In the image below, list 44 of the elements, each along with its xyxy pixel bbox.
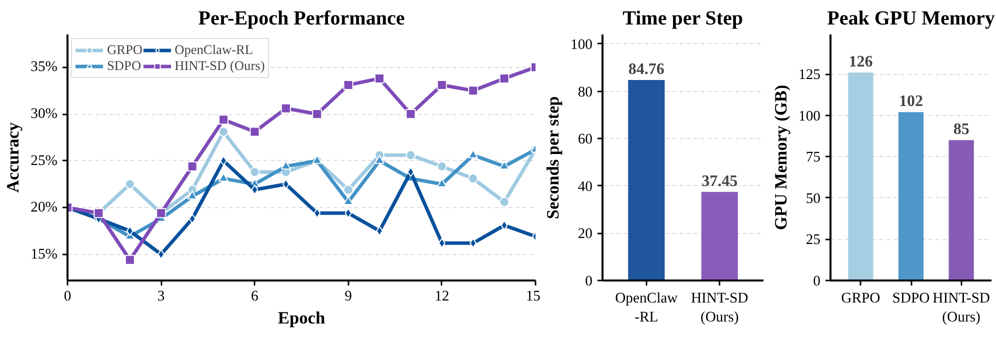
y-tick-label: 50	[806, 190, 820, 207]
data-label: 84.76	[628, 61, 664, 78]
y-tick-label: 25%	[30, 152, 58, 169]
y-axis-title: Accuracy	[4, 122, 23, 193]
y-tick-label: 15%	[30, 246, 58, 262]
legend-label: OpenClaw-RL	[174, 42, 254, 58]
y-tick-label: 75	[806, 150, 820, 166]
y-tick-label: 40	[578, 178, 592, 195]
x-axis-title: Epoch	[278, 308, 326, 328]
x-tick-label: HINT-SD (Ours)	[690, 290, 748, 326]
y-tick-label: 20%	[30, 200, 58, 216]
legend-label: HINT-SD (Ours)	[174, 58, 265, 74]
x-tick-label: GRPO	[841, 290, 880, 306]
chart-title: Time per Step	[622, 8, 744, 30]
data-label: 102	[899, 93, 923, 110]
x-tick-label: 6	[251, 288, 258, 304]
y-tick-label: 25	[806, 232, 820, 248]
y-tick-label: 100	[798, 108, 820, 124]
y-tick-label: 20	[578, 226, 592, 242]
y-axis-title: Seconds per step	[544, 96, 563, 220]
x-tick-label: 12	[434, 288, 450, 304]
chart-title: Per-Epoch Performance	[198, 8, 405, 30]
y-tick-label: 60	[578, 132, 592, 148]
y-tick-label: 35%	[30, 59, 58, 76]
y-axis-title: GPU Memory (GB)	[772, 84, 791, 230]
data-label: 126	[848, 53, 873, 70]
y-tick-label: 30%	[30, 106, 58, 122]
legend-label: SDPO	[107, 58, 142, 74]
legend-label: GRPO	[107, 42, 143, 58]
x-tick-label: 0	[64, 288, 72, 304]
y-tick-label: 0	[585, 274, 592, 290]
y-tick-label: 125	[798, 67, 820, 84]
x-tick-label: 9	[344, 288, 352, 304]
chart-title: Peak GPU Memory	[827, 8, 995, 30]
y-tick-label: 80	[578, 84, 592, 100]
y-tick-label: 0	[813, 274, 820, 290]
data-label: 37.45	[702, 172, 738, 190]
x-tick-label: 3	[157, 288, 165, 304]
x-tick-label: SDPO	[892, 290, 930, 306]
y-tick-label: 100	[570, 36, 592, 53]
x-tick-label: 15	[526, 288, 540, 304]
x-tick-label: HINT-SD (Ours)	[932, 290, 990, 326]
x-tick-label: OpenClaw -RL	[615, 290, 678, 326]
data-label: 85	[953, 121, 970, 138]
